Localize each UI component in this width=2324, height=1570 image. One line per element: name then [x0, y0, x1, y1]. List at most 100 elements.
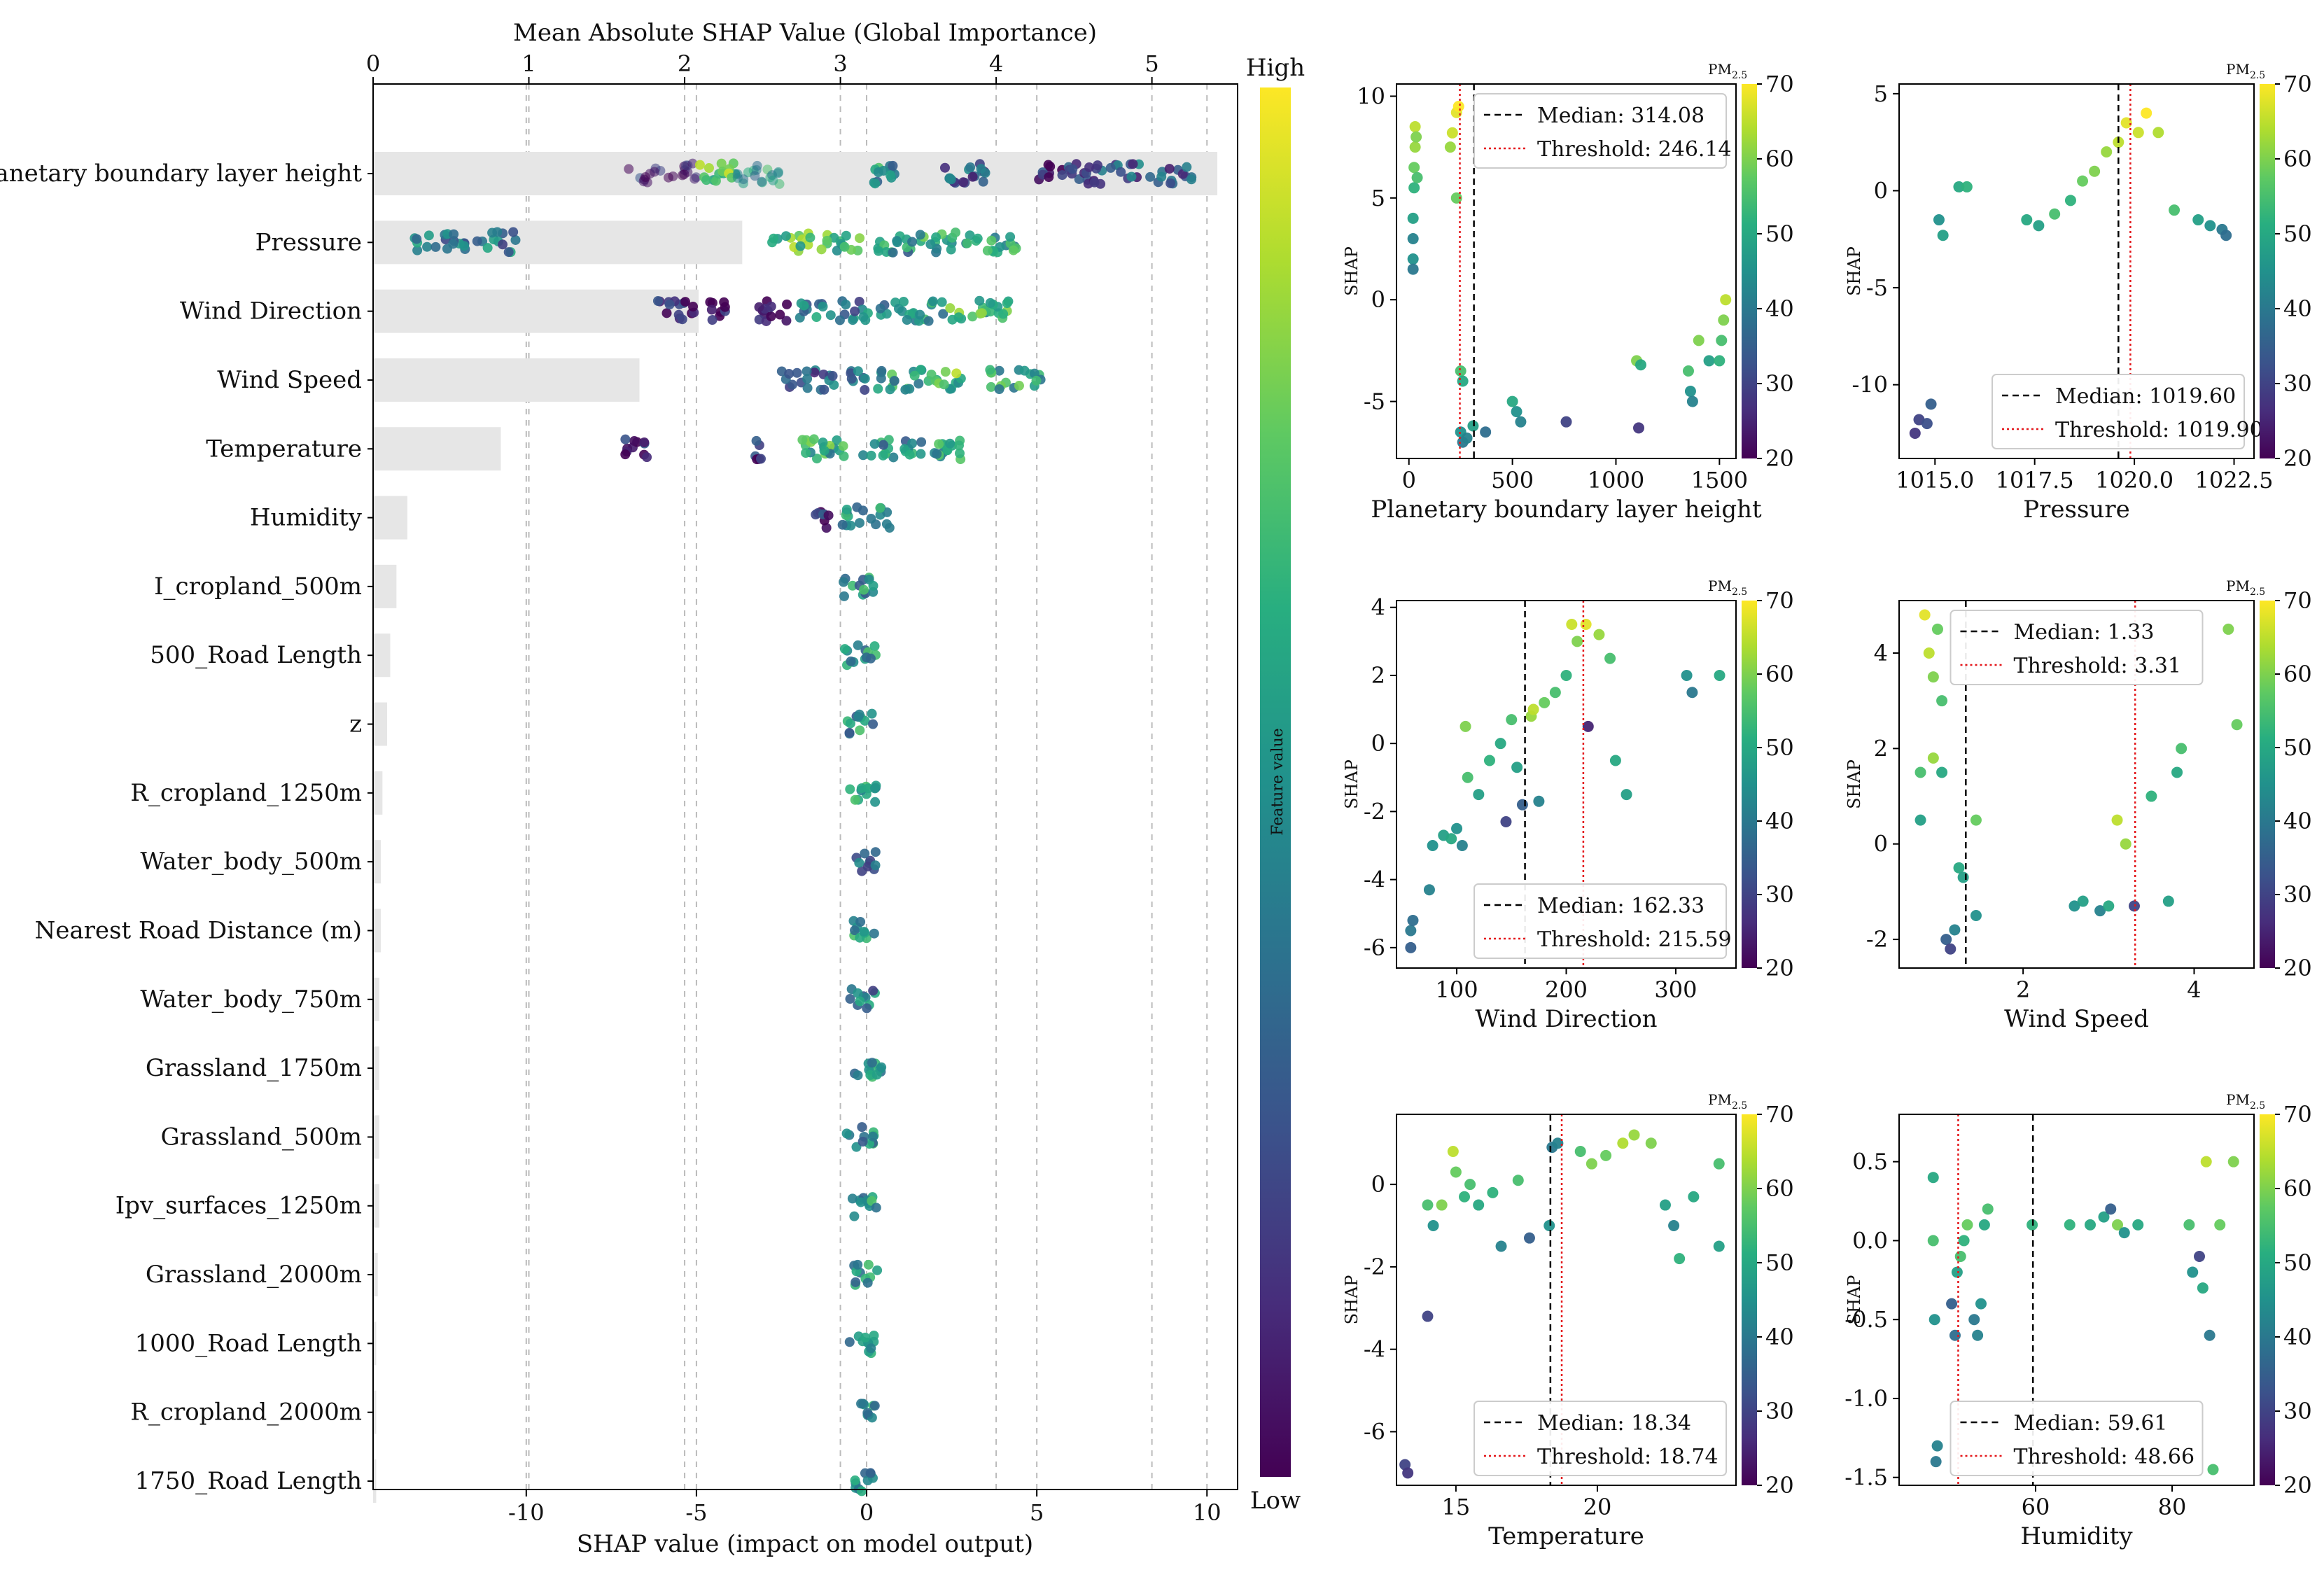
y-axis-label: SHAP [1342, 246, 1362, 296]
colorbar-label-subscript: 2.5 [1732, 70, 1747, 81]
shap-point [907, 237, 918, 247]
data-point [1407, 232, 1419, 244]
shap-point [937, 297, 947, 307]
colorbar-tick-label: 20 [2283, 1472, 2312, 1499]
pm25-colorbar [1742, 601, 1757, 968]
data-point [1423, 884, 1435, 896]
x-tick-label: 1500 [1691, 467, 1748, 493]
shap-point [1084, 162, 1095, 172]
x-axis-label: Humidity [2020, 1522, 2133, 1550]
feature-label: Grassland_2000m [146, 1261, 362, 1289]
data-point [1460, 720, 1471, 732]
shap-point [839, 451, 849, 461]
shap-point [846, 656, 856, 666]
y-tick-label: 5 [1371, 185, 1385, 211]
shap-point [848, 315, 858, 325]
data-point [2231, 719, 2243, 731]
top-tick-label: 5 [1144, 50, 1158, 77]
y-tick-label: 5 [1874, 80, 1888, 107]
feature-label: Grassland_1750m [146, 1054, 362, 1082]
shap-point [909, 370, 920, 381]
data-point [1459, 1191, 1470, 1203]
importance-bar [373, 771, 383, 815]
shap-point [853, 640, 863, 650]
colorbar-tick-label: 50 [1765, 220, 1794, 247]
data-point [1909, 427, 1921, 439]
shap-point [869, 783, 880, 794]
shap-point [624, 164, 634, 174]
data-point [1609, 755, 1621, 766]
y-axis-label: SHAP [1342, 1275, 1362, 1325]
data-point [1714, 355, 1726, 367]
data-point [1506, 714, 1518, 726]
x-tick-label: 0 [1402, 467, 1416, 493]
pm25-colorbar [1742, 1114, 1757, 1485]
shap-point [958, 177, 969, 188]
y-tick-label: -2 [1364, 798, 1385, 825]
shap-point [1089, 177, 1100, 188]
shap-point [938, 309, 948, 319]
pm25-colorbar [1742, 84, 1757, 458]
shap-point [868, 986, 878, 996]
subplot-frame [1396, 1114, 1737, 1486]
shap-point [865, 653, 876, 664]
data-point [1953, 862, 1965, 874]
shap-point [870, 797, 881, 807]
data-point [1617, 1137, 1629, 1149]
data-point [2033, 220, 2045, 232]
shap-point [738, 174, 749, 185]
shap-point [808, 434, 819, 444]
shap-point [954, 448, 965, 458]
shap-point [878, 440, 888, 450]
x-tick-label: 300 [1654, 976, 1697, 1003]
data-point [2098, 1211, 2110, 1223]
data-point [2112, 1219, 2123, 1231]
data-point [1483, 755, 1495, 766]
shap-point [854, 518, 864, 528]
y-tick-label: 0 [1874, 831, 1888, 857]
legend-threshold-label: Threshold: 3.31 [2014, 654, 2181, 678]
legend-threshold-label: Threshold: 48.66 [2014, 1445, 2195, 1469]
bottom-tick-label: -10 [508, 1499, 545, 1526]
colorbar-tick-label: 40 [2283, 295, 2312, 322]
data-point [2197, 1282, 2208, 1294]
colorbar-tick-label: 50 [1765, 1249, 1794, 1276]
shap-point [939, 379, 949, 390]
shap-point [838, 441, 848, 451]
shap-point [811, 312, 822, 323]
data-point [1452, 100, 1464, 112]
data-point [1714, 669, 1726, 681]
shap-point [845, 718, 855, 729]
colorbar-tick-label: 50 [2283, 1249, 2312, 1276]
shap-point [827, 371, 838, 381]
subplot-frame [1898, 600, 2255, 969]
shap-point [845, 994, 855, 1004]
shap-point [857, 1122, 867, 1133]
colorbar-tick-label: 20 [1765, 445, 1794, 472]
data-point [2192, 214, 2204, 226]
shap-point [841, 300, 851, 310]
shap-point [620, 449, 631, 460]
shap-point [844, 727, 855, 738]
shap-point [1164, 164, 1175, 174]
data-point [1511, 762, 1523, 773]
shap-point [839, 591, 849, 601]
data-point [1958, 1235, 1970, 1247]
shap-point [768, 175, 778, 185]
shap-point [775, 309, 785, 320]
summary-plot-frame [372, 83, 1238, 1490]
data-point [1927, 1172, 1939, 1184]
shap-point [1008, 245, 1018, 255]
data-point [2064, 1219, 2076, 1231]
colorbar-label: PM2.5 [1708, 1091, 1747, 1112]
shap-point [498, 239, 508, 250]
feature-label: Water_body_500m [140, 848, 362, 876]
data-point [1407, 253, 1419, 265]
shap-point [853, 366, 863, 377]
shap-point [869, 641, 880, 652]
shap-point [852, 502, 862, 512]
colorbar-tick-label: 60 [2283, 146, 2312, 172]
data-point [1925, 398, 1937, 410]
feature-label: Pressure [255, 228, 362, 256]
data-point [1927, 1235, 1939, 1247]
